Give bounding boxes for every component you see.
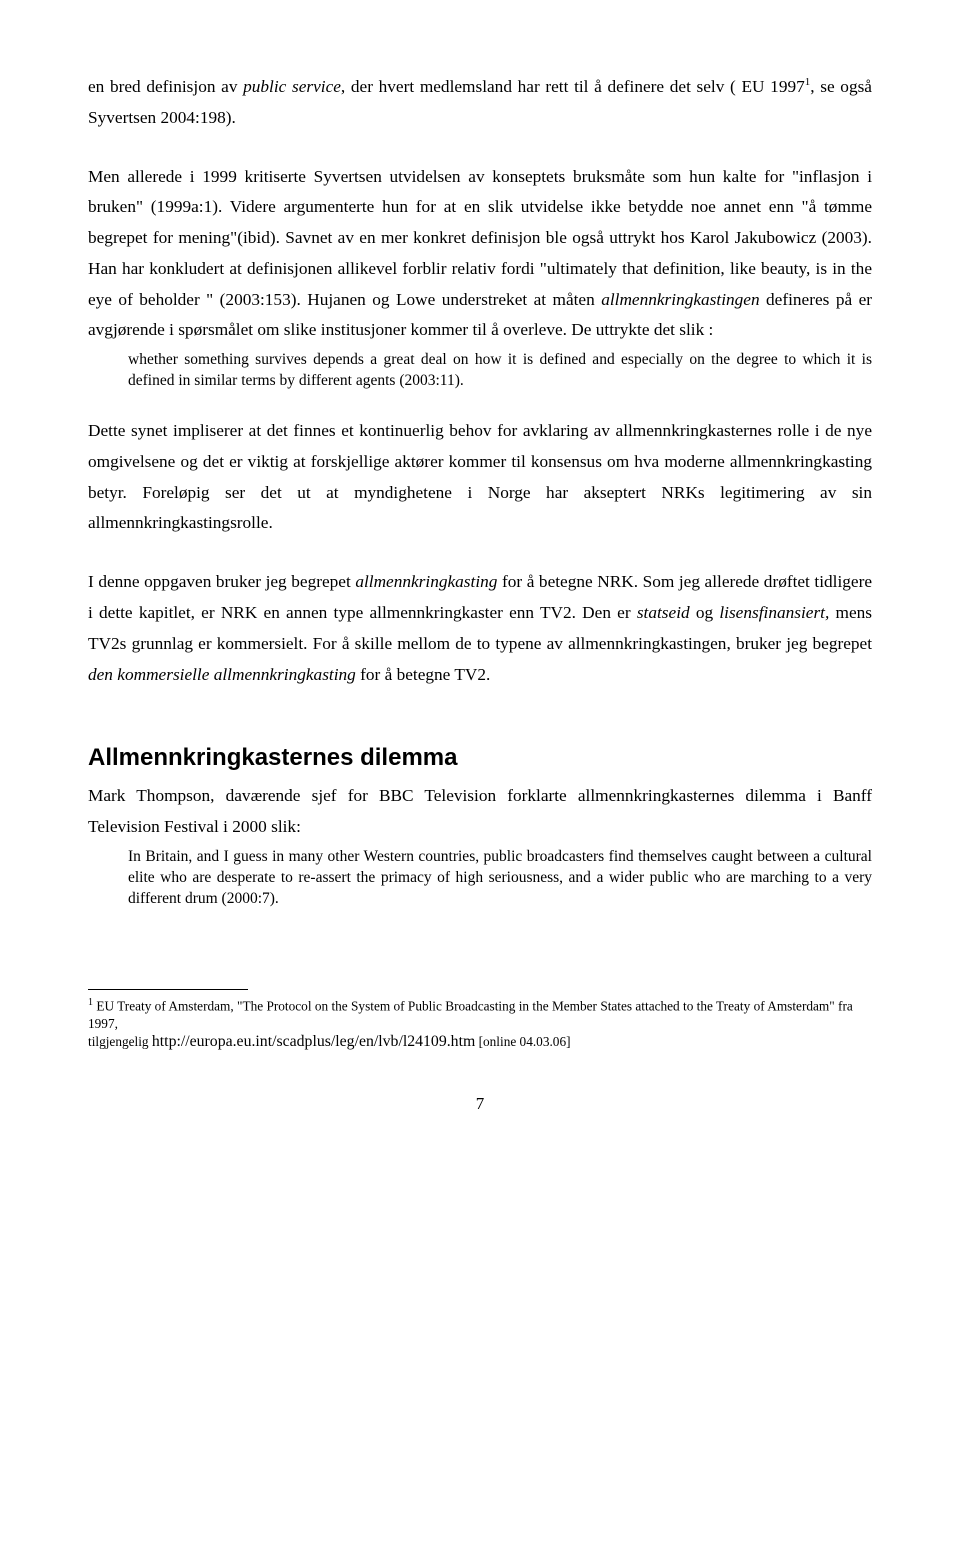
text: EU Treaty of Amsterdam, "The Protocol on… [88, 999, 853, 1031]
page: en bred definisjon av public service, de… [0, 0, 960, 1167]
text: og [690, 603, 720, 622]
italic-text: den kommersielle allmennkringkasting [88, 665, 356, 684]
text: Dette synet impliserer at det finnes et … [88, 421, 872, 532]
text: tilgjengelig [88, 1034, 152, 1049]
text: [online 04.03.06] [475, 1034, 570, 1049]
italic-text: allmennkringkastingen [601, 290, 759, 309]
text: for å betegne TV2. [356, 665, 491, 684]
paragraph-3: Dette synet impliserer at det finnes et … [88, 416, 872, 539]
italic-text: statseid [637, 603, 690, 622]
text: Mark Thompson, daværende sjef for BBC Te… [88, 786, 872, 836]
paragraph-5: Mark Thompson, daværende sjef for BBC Te… [88, 781, 872, 843]
text: , der hvert medlemsland har rett til å d… [341, 77, 805, 96]
paragraph-4: I denne oppgaven bruker jeg begrepet all… [88, 567, 872, 690]
text: Men allerede i 1999 kritiserte Syvertsen… [88, 167, 872, 309]
text: whether something survives depends a gre… [128, 351, 872, 389]
text: en bred definisjon av [88, 77, 243, 96]
italic-text: allmennkringkasting [355, 572, 497, 591]
italic-text: public service [243, 77, 341, 96]
block-quote-2: In Britain, and I guess in many other We… [128, 847, 872, 910]
paragraph-1: en bred definisjon av public service, de… [88, 72, 872, 134]
italic-text: lisensfinansiert, [719, 603, 829, 622]
paragraph-2: Men allerede i 1999 kritiserte Syvertsen… [88, 162, 872, 347]
footnote-1: 1 EU Treaty of Amsterdam, "The Protocol … [88, 996, 872, 1053]
footnote-separator [88, 989, 248, 990]
text: In Britain, and I guess in many other We… [128, 848, 872, 907]
section-heading: Allmennkringkasternes dilemma [88, 744, 872, 773]
block-quote-1: whether something survives depends a gre… [128, 350, 872, 392]
text: I denne oppgaven bruker jeg begrepet [88, 572, 355, 591]
footnote-url: http://europa.eu.int/scadplus/leg/en/lvb… [152, 1033, 475, 1050]
page-number: 7 [88, 1089, 872, 1119]
